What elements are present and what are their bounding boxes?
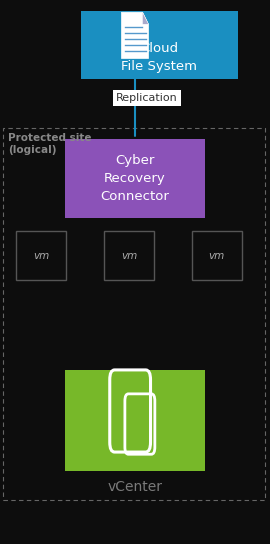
Text: Cyber
Recovery
Connector: Cyber Recovery Connector	[100, 153, 170, 203]
Text: Cloud
File System: Cloud File System	[121, 42, 197, 72]
Text: vm: vm	[121, 251, 137, 261]
Text: Replication: Replication	[116, 93, 178, 103]
Text: Protected site
(logical): Protected site (logical)	[8, 133, 92, 155]
Text: vm: vm	[208, 251, 225, 261]
Polygon shape	[122, 13, 148, 58]
Bar	[192, 231, 242, 280]
Polygon shape	[143, 13, 148, 24]
Bar	[16, 231, 66, 280]
Text: vm: vm	[33, 251, 49, 261]
Bar	[104, 231, 154, 280]
FancyBboxPatch shape	[65, 370, 205, 471]
FancyBboxPatch shape	[65, 139, 205, 218]
Text: vCenter: vCenter	[107, 480, 163, 494]
Bar	[3, 128, 265, 500]
FancyBboxPatch shape	[81, 11, 238, 79]
